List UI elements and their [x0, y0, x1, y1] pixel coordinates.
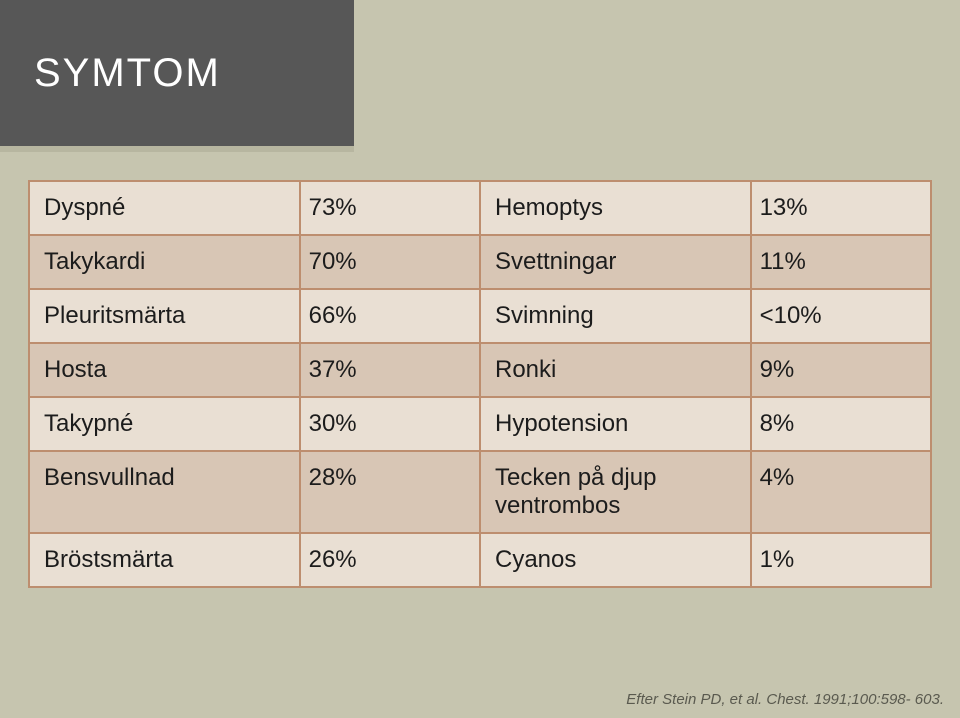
- table-cell: 73%: [300, 181, 480, 235]
- table-cell: 28%: [300, 451, 480, 533]
- table-cell: 70%: [300, 235, 480, 289]
- table-cell: 4%: [751, 451, 931, 533]
- table-cell: Bensvullnad: [29, 451, 300, 533]
- table-cell: 26%: [300, 533, 480, 587]
- table-row: Bröstsmärta26%Cyanos1%: [29, 533, 931, 587]
- table-row: Bensvullnad28%Tecken på djup ventrombos4…: [29, 451, 931, 533]
- table-row: Hosta37%Ronki9%: [29, 343, 931, 397]
- table-cell: 8%: [751, 397, 931, 451]
- table-cell: Hemoptys: [480, 181, 751, 235]
- symptom-table: Dyspné73%Hemoptys13%Takykardi70%Svettnin…: [28, 180, 932, 588]
- title-box: SYMTOM: [0, 0, 354, 152]
- slide: SYMTOM Dyspné73%Hemoptys13%Takykardi70%S…: [0, 0, 960, 718]
- table-cell: Dyspné: [29, 181, 300, 235]
- table-row: Pleuritsmärta66%Svimning<10%: [29, 289, 931, 343]
- table-cell: Cyanos: [480, 533, 751, 587]
- table-cell: 13%: [751, 181, 931, 235]
- table-cell: Pleuritsmärta: [29, 289, 300, 343]
- table-cell: Takypné: [29, 397, 300, 451]
- symptom-table-body: Dyspné73%Hemoptys13%Takykardi70%Svettnin…: [29, 181, 931, 587]
- table-row: Takypné30%Hypotension8%: [29, 397, 931, 451]
- table-cell: Hosta: [29, 343, 300, 397]
- table-cell: 66%: [300, 289, 480, 343]
- table-cell: 11%: [751, 235, 931, 289]
- table-cell: Svettningar: [480, 235, 751, 289]
- table-cell: Takykardi: [29, 235, 300, 289]
- table-cell: Tecken på djup ventrombos: [480, 451, 751, 533]
- table-cell: 30%: [300, 397, 480, 451]
- table-cell: 1%: [751, 533, 931, 587]
- table-cell: 9%: [751, 343, 931, 397]
- table-row: Takykardi70%Svettningar11%: [29, 235, 931, 289]
- slide-title: SYMTOM: [34, 51, 221, 96]
- title-main: SYMTOM: [0, 0, 354, 146]
- table-row: Dyspné73%Hemoptys13%: [29, 181, 931, 235]
- table-cell: Hypotension: [480, 397, 751, 451]
- symptom-table-wrap: Dyspné73%Hemoptys13%Takykardi70%Svettnin…: [28, 180, 932, 588]
- table-cell: Bröstsmärta: [29, 533, 300, 587]
- table-cell: 37%: [300, 343, 480, 397]
- title-underline-bar: [0, 146, 354, 152]
- table-cell: Svimning: [480, 289, 751, 343]
- citation-text: Efter Stein PD, et al. Chest. 1991;100:5…: [626, 691, 944, 708]
- table-cell: <10%: [751, 289, 931, 343]
- table-cell: Ronki: [480, 343, 751, 397]
